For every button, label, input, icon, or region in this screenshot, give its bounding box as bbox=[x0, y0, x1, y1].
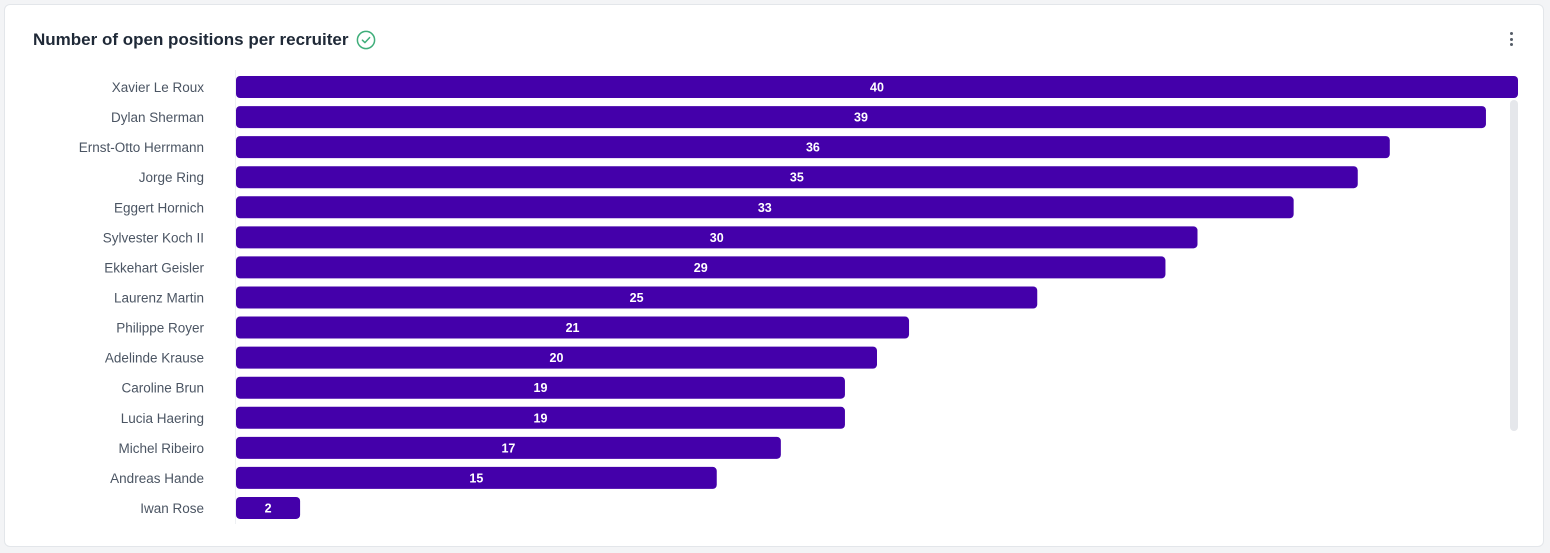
bar[interactable] bbox=[236, 496, 301, 519]
category-label: Dylan Sherman bbox=[111, 110, 204, 125]
data-label: 36 bbox=[806, 141, 820, 155]
bar[interactable] bbox=[236, 316, 910, 339]
bar[interactable] bbox=[236, 226, 1198, 249]
data-label: 17 bbox=[501, 441, 515, 455]
category-label: Eggert Hornich bbox=[114, 200, 204, 215]
bar[interactable] bbox=[236, 466, 717, 489]
category-label: Lucia Haering bbox=[121, 411, 204, 426]
category-label: Ernst-Otto Herrmann bbox=[79, 140, 204, 155]
category-label: Iwan Rose bbox=[140, 501, 204, 516]
more-vertical-icon[interactable] bbox=[1505, 29, 1517, 49]
bar[interactable] bbox=[236, 166, 1358, 189]
category-label: Xavier Le Roux bbox=[112, 80, 205, 95]
data-label: 20 bbox=[550, 351, 564, 365]
bar[interactable] bbox=[236, 196, 1294, 219]
data-label: 30 bbox=[710, 231, 724, 245]
bar[interactable] bbox=[236, 106, 1486, 129]
data-label: 33 bbox=[758, 201, 772, 215]
data-label: 21 bbox=[566, 321, 580, 335]
data-label: 35 bbox=[790, 171, 804, 185]
bar[interactable] bbox=[236, 136, 1390, 159]
category-label: Adelinde Krause bbox=[105, 351, 204, 366]
category-label: Ekkehart Geisler bbox=[104, 260, 204, 275]
category-label: Caroline Brun bbox=[121, 381, 204, 396]
bar[interactable] bbox=[236, 436, 781, 459]
data-label: 40 bbox=[870, 81, 884, 95]
bar[interactable] bbox=[236, 406, 845, 429]
scrollbar[interactable] bbox=[1510, 100, 1518, 431]
card-header: Number of open positions per recruiter bbox=[33, 27, 376, 53]
data-label: 39 bbox=[854, 111, 868, 125]
bar[interactable] bbox=[236, 256, 1166, 279]
category-label: Laurenz Martin bbox=[114, 290, 204, 305]
category-label: Andreas Hande bbox=[110, 471, 204, 486]
data-label: 25 bbox=[630, 291, 644, 305]
bar[interactable] bbox=[236, 346, 877, 369]
data-label: 19 bbox=[534, 411, 548, 425]
bar[interactable] bbox=[236, 286, 1038, 309]
bar[interactable] bbox=[236, 376, 845, 399]
category-label: Sylvester Koch II bbox=[103, 230, 204, 245]
category-label: Jorge Ring bbox=[139, 170, 204, 185]
data-label: 2 bbox=[265, 501, 272, 515]
category-label: Philippe Royer bbox=[116, 321, 204, 336]
data-label: 29 bbox=[694, 261, 708, 275]
bar[interactable] bbox=[236, 76, 1518, 98]
category-label: Michel Ribeiro bbox=[118, 441, 204, 456]
data-label: 19 bbox=[534, 381, 548, 395]
chart-title: Number of open positions per recruiter bbox=[33, 30, 349, 49]
check-circle-icon bbox=[356, 30, 376, 50]
data-label: 15 bbox=[469, 471, 483, 485]
